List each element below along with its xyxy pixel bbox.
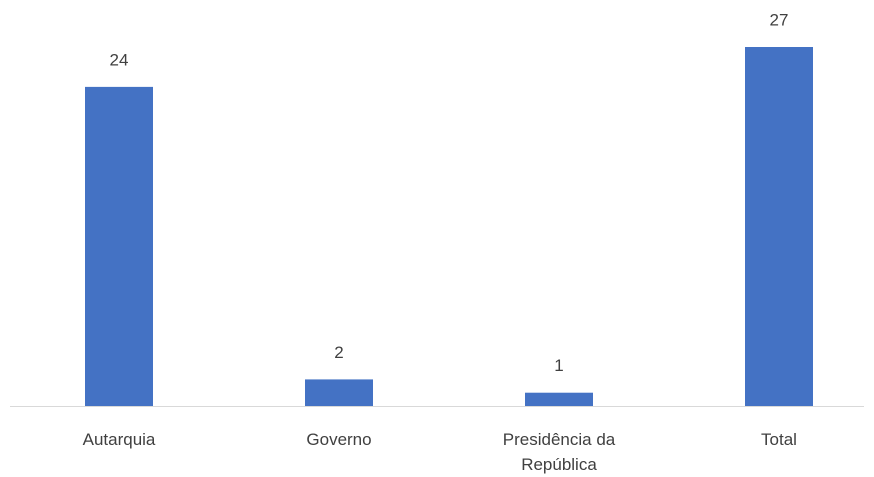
x-tick-label: Total [761, 430, 797, 449]
bar [745, 47, 813, 406]
data-label: 24 [110, 50, 129, 69]
data-label: 27 [770, 10, 789, 29]
bar [525, 392, 593, 406]
bar [85, 86, 153, 406]
data-label: 2 [334, 343, 343, 362]
bar [305, 379, 373, 406]
x-tick-label: Presidência da República [502, 430, 616, 474]
x-tick-label: Autarquia [82, 430, 156, 449]
data-label: 1 [554, 356, 563, 375]
x-tick-label: Governo [306, 430, 372, 449]
